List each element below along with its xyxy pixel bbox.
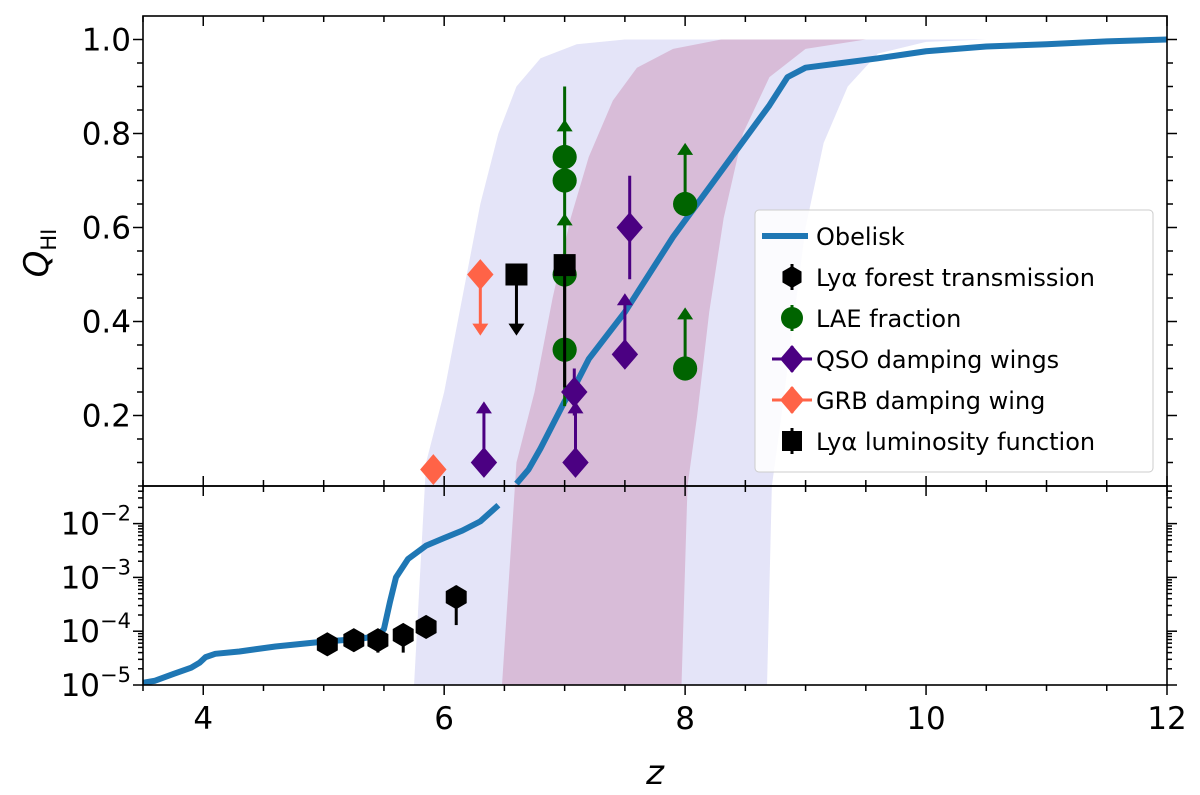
data-points-layer [316, 86, 698, 657]
y-tick-label-bottom: 10−5 [61, 663, 131, 704]
x-tick-label: 4 [193, 701, 213, 737]
lya_lf-marker [553, 254, 576, 277]
legend-marker-swatch [782, 266, 802, 288]
lae-marker [552, 168, 577, 193]
lae-marker [673, 356, 698, 381]
y-tick-label-top: 0.8 [82, 117, 131, 153]
x-tick-label: 8 [675, 701, 695, 737]
legend-label: Lyα luminosity function [816, 428, 1095, 456]
lya_forest-marker [415, 614, 437, 640]
legend-item-lae: LAE fraction [781, 305, 961, 333]
lya_lf-marker [505, 263, 528, 286]
lya_forest-marker [343, 628, 365, 653]
y-tick-label-top: 1.0 [82, 23, 131, 59]
lae-marker [673, 191, 698, 217]
posterior-bands [143, 39, 1167, 685]
legend-marker-swatch [782, 431, 802, 451]
svg-text:QHI: QHI [17, 229, 61, 278]
obelisk-line-top [514, 36, 1167, 486]
band-inner [143, 39, 1167, 685]
legend-marker-swatch [780, 345, 804, 373]
series-qso [470, 175, 643, 478]
lae-limit-arrow [556, 213, 573, 226]
y-axis-label: QHI [17, 229, 61, 278]
y-tick-label-bottom: 10−2 [61, 502, 131, 543]
series-lya_lf [505, 254, 576, 388]
qso-marker [470, 447, 498, 478]
legend-box [754, 209, 1154, 473]
qso-limit-arrow [616, 293, 633, 306]
qso-marker [611, 339, 639, 370]
lae-limit-arrow [677, 307, 694, 320]
series-lya_forest [316, 585, 467, 657]
x-tick-label: 10 [906, 701, 945, 737]
grb-limit-arrow [472, 323, 489, 336]
series-grb [420, 259, 494, 485]
lae-limit-arrow [677, 142, 694, 155]
lya_lf-limit-arrow [508, 323, 525, 336]
legend-label: GRB damping wing [816, 387, 1045, 415]
legend-item-Obelisk: Obelisk [762, 223, 905, 251]
y-tick-label-top: 0.4 [82, 305, 131, 341]
legend-item-grb: GRB damping wing [772, 386, 1045, 415]
x-axis-label: z [645, 753, 665, 793]
qso-limit-arrow [475, 401, 492, 414]
y-tick-label-top: 0.2 [82, 399, 131, 435]
legend-label: Lyα forest transmission [816, 264, 1095, 292]
x-tick-label: 6 [434, 701, 454, 737]
lya_forest-marker [367, 628, 389, 653]
legend-item-lya_lf: Lyα luminosity function [782, 428, 1095, 456]
y-tick-label-top: 0.6 [82, 211, 131, 247]
y-tick-label-bottom: 10−3 [61, 555, 131, 596]
axis-ticks [133, 16, 1177, 695]
legend-label: Obelisk [816, 223, 905, 251]
qso-marker [616, 212, 643, 243]
lya_forest-marker [445, 585, 467, 610]
legend-marker-swatch [781, 307, 803, 329]
axis-tick-labels: 4 6 8 10 12 0.2 0.4 0.6 0.8 1.0 10−5 10−4 10−3 10−2 [61, 23, 1187, 738]
lya_forest-marker [316, 632, 338, 657]
qso-marker [561, 376, 588, 408]
y-tick-label-bottom: 10−4 [61, 609, 131, 650]
legend-item-qso: QSO damping wings [772, 345, 1059, 374]
x-tick-label: 12 [1147, 701, 1186, 737]
lae-limit-arrow [556, 119, 573, 132]
legend-label: QSO damping wings [816, 346, 1059, 374]
grb-marker [420, 454, 447, 485]
legend-item-lya_forest: Lyα forest transmission [782, 264, 1095, 292]
grb-marker [467, 259, 494, 290]
legend-marker-swatch [780, 386, 804, 414]
lya_forest-marker [392, 622, 414, 648]
legend: Obelisk Lyα forest transmission LAE fracti… [754, 209, 1154, 473]
qso-marker [562, 447, 589, 478]
legend-label: LAE fraction [816, 305, 961, 333]
